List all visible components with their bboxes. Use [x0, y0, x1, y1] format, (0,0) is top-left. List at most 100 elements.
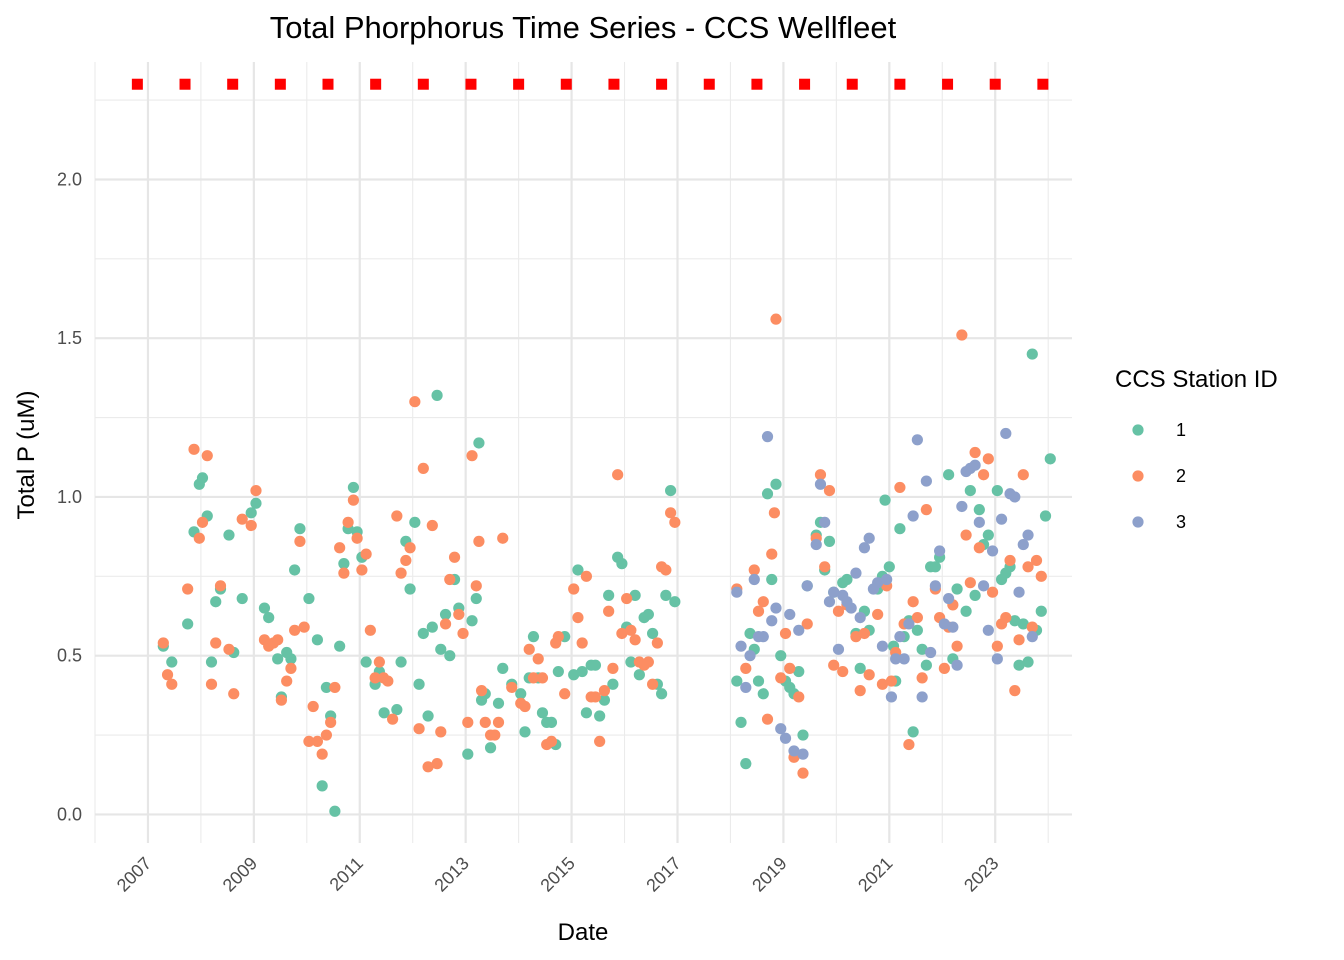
reference-marker — [560, 78, 572, 90]
data-point-station-2 — [660, 564, 672, 576]
data-point-station-1 — [294, 523, 306, 535]
data-point-station-2 — [837, 665, 849, 678]
data-point-station-1 — [911, 624, 923, 636]
data-point-station-2 — [559, 688, 571, 700]
data-point-station-3 — [995, 513, 1008, 525]
data-point-station-3 — [832, 643, 845, 655]
data-point-station-2 — [819, 561, 831, 573]
y-tick-labels: 0.0 0.5 1.0 1.5 2.0 — [57, 169, 82, 824]
data-point-station-1 — [422, 710, 434, 722]
data-point-station-1 — [272, 653, 284, 665]
data-point-station-2 — [545, 735, 558, 748]
data-point-station-1 — [766, 573, 778, 586]
data-point-station-3 — [903, 618, 915, 630]
data-point-station-2 — [272, 634, 284, 646]
data-point-station-3 — [943, 592, 955, 605]
data-point-station-1 — [484, 742, 497, 754]
data-point-station-1 — [656, 688, 668, 700]
x-tick-label: 2015 — [536, 853, 578, 895]
data-point-station-3 — [793, 624, 805, 636]
data-point-station-2 — [409, 396, 421, 408]
data-point-station-2 — [473, 535, 485, 547]
data-point-station-2 — [607, 662, 619, 674]
data-point-station-2 — [766, 548, 778, 560]
data-point-station-2 — [196, 516, 209, 528]
data-point-station-3 — [845, 602, 857, 614]
data-point-station-1 — [907, 726, 919, 738]
legend-title: CCS Station ID — [1115, 366, 1278, 393]
data-point-station-2 — [832, 605, 845, 617]
data-point-station-3 — [982, 624, 994, 636]
data-point-station-2 — [214, 580, 227, 592]
data-point-station-2 — [982, 453, 994, 465]
data-point-station-1 — [916, 643, 928, 655]
data-point-station-2 — [920, 504, 932, 516]
data-point-station-3 — [1017, 538, 1029, 551]
data-point-station-1 — [735, 716, 747, 728]
data-point-station-3 — [885, 691, 898, 703]
data-point-station-1 — [951, 583, 963, 595]
data-point-station-2 — [497, 532, 509, 544]
data-point-station-3 — [770, 602, 782, 614]
data-point-station-2 — [748, 564, 760, 576]
data-point-station-2 — [193, 532, 205, 544]
data-point-station-2 — [245, 519, 257, 532]
data-point-station-2 — [1013, 634, 1025, 646]
data-point-station-2 — [519, 700, 531, 713]
data-point-station-3 — [863, 532, 875, 544]
data-point-station-3 — [757, 631, 769, 643]
data-point-station-1 — [642, 608, 654, 621]
data-point-station-2 — [201, 450, 213, 462]
data-point-station-2 — [413, 723, 425, 735]
data-point-station-3 — [951, 659, 963, 671]
data-point-station-2 — [342, 516, 354, 528]
data-point-station-1 — [497, 662, 509, 674]
data-point-station-2 — [669, 516, 681, 528]
data-point-station-2 — [188, 443, 200, 455]
data-point-station-3 — [1013, 586, 1025, 598]
data-point-station-3 — [890, 653, 902, 665]
data-point-station-1 — [391, 704, 403, 716]
data-point-station-2 — [770, 313, 782, 325]
data-point-station-3 — [810, 538, 822, 551]
reference-marker — [656, 78, 668, 90]
data-point-station-3 — [850, 567, 862, 579]
data-point-station-3 — [1022, 529, 1034, 541]
data-point-station-2 — [387, 713, 399, 725]
data-point-station-3 — [920, 475, 932, 487]
data-point-station-2 — [223, 643, 235, 655]
data-point-station-2 — [532, 653, 544, 665]
data-point-station-3 — [761, 431, 774, 443]
data-point-station-1 — [665, 484, 677, 497]
data-point-station-1 — [311, 634, 324, 646]
data-point-station-2 — [647, 678, 659, 690]
data-point-station-1 — [568, 669, 580, 681]
reference-marker — [1037, 78, 1049, 90]
data-point-station-1 — [929, 561, 941, 573]
legend-label: 1 — [1176, 420, 1186, 440]
data-point-station-1 — [964, 484, 976, 497]
data-point-station-2 — [506, 681, 518, 694]
data-point-station-2 — [338, 567, 350, 579]
data-point-station-3 — [934, 545, 946, 557]
data-point-station-2 — [489, 729, 501, 741]
data-point-station-2 — [1035, 570, 1047, 582]
data-point-station-2 — [426, 519, 438, 532]
data-point-station-2 — [281, 675, 293, 687]
data-point-station-1 — [409, 516, 421, 528]
data-point-station-1 — [285, 653, 297, 665]
data-point-station-2 — [329, 681, 341, 694]
data-point-station-1 — [973, 504, 985, 516]
data-point-station-1 — [329, 805, 341, 817]
reference-marker — [751, 78, 763, 90]
grid-layer — [94, 62, 1072, 843]
data-point-station-1 — [761, 488, 774, 500]
data-point-station-2 — [479, 716, 491, 728]
data-point-station-2 — [356, 564, 368, 576]
data-point-station-2 — [285, 662, 297, 674]
data-point-station-3 — [938, 618, 950, 630]
data-point-station-1 — [894, 523, 906, 535]
data-point-station-2 — [439, 618, 452, 630]
data-point-station-1 — [258, 602, 271, 614]
data-point-station-2 — [457, 627, 469, 640]
